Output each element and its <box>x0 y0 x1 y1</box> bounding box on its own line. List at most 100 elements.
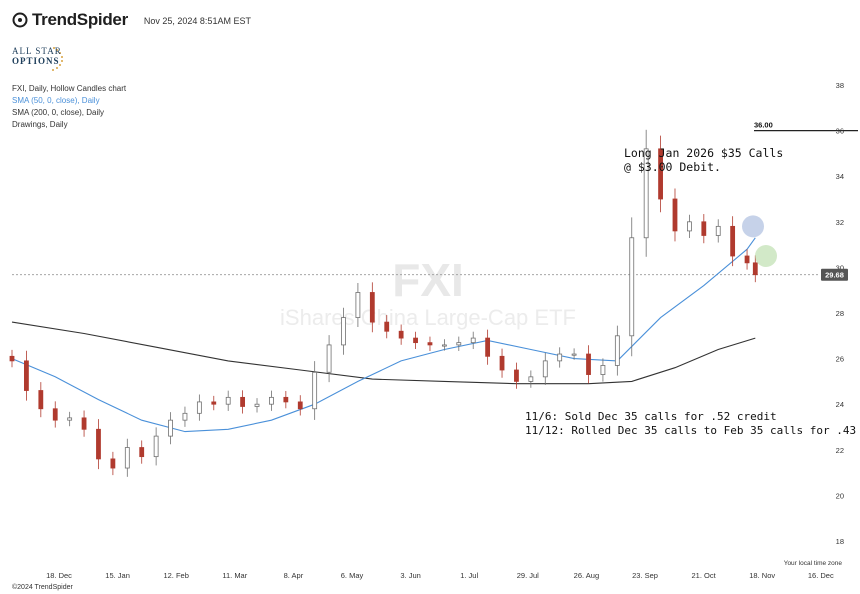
candle-body <box>752 262 758 276</box>
candle-body <box>211 401 217 405</box>
chart-legend: FXI, Daily, Hollow Candles chart SMA (50… <box>12 83 126 131</box>
timezone-label[interactable]: Your local time zone <box>783 560 842 567</box>
candle-body <box>629 237 635 337</box>
x-tick-label: 18. Dec <box>46 571 72 580</box>
logo-line1: ALL STAR <box>12 46 62 56</box>
brand-logo[interactable]: TrendSpider <box>12 10 128 30</box>
y-tick-label: 22 <box>836 446 844 455</box>
candle-body <box>52 408 58 421</box>
chart-datetime: Nov 25, 2024 8:51AM EST <box>143 16 251 26</box>
candle-body <box>744 255 750 264</box>
candle-body <box>24 360 29 391</box>
candle-body <box>441 344 447 347</box>
trade-annotation-line2: 11/12: Rolled Dec 35 calls to Feb 35 cal… <box>525 424 860 437</box>
candle-body <box>398 330 404 339</box>
candle-body <box>81 417 87 430</box>
candle-body <box>600 365 606 375</box>
candle-body <box>643 148 649 239</box>
candle-body <box>110 458 116 469</box>
x-tick-label: 8. Apr <box>284 571 304 580</box>
candle-body <box>240 396 246 407</box>
candle-body <box>413 337 418 344</box>
y-tick-label: 36 <box>836 127 844 136</box>
candle-body <box>283 396 289 403</box>
position-annotation-line1: Long Jan 2026 $35 Calls <box>624 146 783 160</box>
candle-body <box>456 342 462 346</box>
x-tick-label: 3. Jun <box>400 571 420 580</box>
candle-body <box>715 225 721 236</box>
x-tick-label: 15. Jan <box>105 571 130 580</box>
candle-body <box>269 396 274 405</box>
candle-body <box>369 292 375 323</box>
candle-body <box>542 360 548 378</box>
last-price-label: 29.68 <box>825 271 844 280</box>
legend-drawings[interactable]: Drawings, Daily <box>12 120 68 129</box>
candle-body <box>586 353 591 375</box>
sma50-line <box>11 237 756 433</box>
candle-body <box>427 342 433 346</box>
candle-body <box>312 371 318 410</box>
y-tick-label: 38 <box>836 81 844 90</box>
candle-body <box>355 292 361 318</box>
candle-body <box>499 355 505 371</box>
legend-sma50[interactable]: SMA (50, 0, close), Daily <box>12 96 100 105</box>
candle-body <box>341 317 346 346</box>
candle-body <box>470 337 476 344</box>
candle-body <box>196 401 202 414</box>
candle-body <box>153 435 159 458</box>
ticker-watermark: FXI <box>392 254 464 306</box>
name-watermark: iShares China Large-Cap ETF <box>280 305 576 330</box>
star-arc-icon <box>52 47 63 71</box>
candle-body <box>67 417 73 421</box>
candle-body <box>254 403 260 407</box>
y-tick-label: 32 <box>836 218 844 227</box>
candle-body <box>384 321 390 332</box>
candle-body <box>182 412 188 421</box>
candle-body <box>658 148 663 200</box>
y-tick-label: 34 <box>836 172 844 181</box>
y-tick-label: 30 <box>836 263 844 272</box>
highlight-circle-blue[interactable] <box>742 215 764 238</box>
candle-body <box>297 401 303 410</box>
x-tick-label: 21. Oct <box>692 571 717 580</box>
position-annotation-line2: @ $3.00 Debit. <box>624 160 721 174</box>
candle-body <box>168 419 173 437</box>
candle-body <box>672 198 678 232</box>
y-tick-label: 24 <box>836 400 844 409</box>
candle-body <box>528 376 534 382</box>
logo-line2: OPTIONS <box>12 56 60 66</box>
candle-body <box>701 221 707 236</box>
x-tick-label: 1. Jul <box>460 571 478 580</box>
candle-body <box>557 353 563 362</box>
candle-body <box>687 221 692 232</box>
y-tick-label: 20 <box>836 491 844 500</box>
x-tick-label: 16. Dec <box>808 571 834 580</box>
candle-body <box>514 369 519 382</box>
x-tick-label: 23. Sep <box>632 571 658 580</box>
trade-annotation-line1: 11/6: Sold Dec 35 calls for .52 credit <box>525 410 777 423</box>
candle-body <box>139 447 145 458</box>
candle-body <box>9 355 15 362</box>
brand-name: TrendSpider <box>32 10 128 29</box>
x-tick-label: 18. Nov <box>749 571 775 580</box>
legend-sma200[interactable]: SMA (200, 0, close), Daily <box>12 108 105 117</box>
candle-body <box>485 337 491 357</box>
candle-body <box>38 390 44 410</box>
y-tick-label: 26 <box>836 355 844 364</box>
x-tick-label: 26. Aug <box>574 571 599 580</box>
candle-body <box>124 447 130 469</box>
candle-body <box>326 344 332 373</box>
sma200-line <box>11 321 756 385</box>
candle-body <box>225 396 231 405</box>
last-price-badge <box>821 268 848 281</box>
highlight-circle-green[interactable] <box>755 245 777 267</box>
x-tick-label: 12. Feb <box>163 571 188 580</box>
copyright-footer: ©2024 TrendSpider <box>12 584 73 591</box>
candle-body <box>730 225 736 257</box>
candle-body <box>96 428 101 460</box>
level-line-label: 36.00 <box>754 121 773 130</box>
legend-chart-title[interactable]: FXI, Daily, Hollow Candles chart <box>12 84 127 93</box>
candle-body <box>571 353 577 356</box>
y-tick-label: 18 <box>836 537 844 546</box>
